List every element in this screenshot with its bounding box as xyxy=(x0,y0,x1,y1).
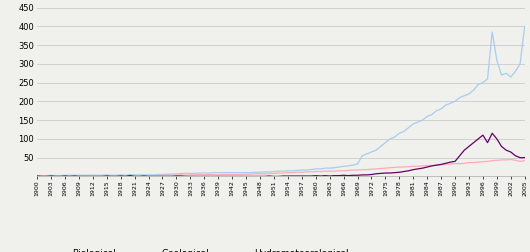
Geological xyxy=(350,169,356,172)
Legend: Biological, Geological, Hydrometeorological: Biological, Geological, Hydrometeorologi… xyxy=(42,245,352,252)
Line: Hydrometeorological: Hydrometeorological xyxy=(37,26,525,176)
Hydrometeorological xyxy=(34,174,40,177)
Hydrometeorological xyxy=(317,167,323,170)
Geological xyxy=(522,159,528,162)
Hydrometeorological xyxy=(456,96,463,99)
Line: Biological: Biological xyxy=(37,133,525,176)
Geological xyxy=(317,170,323,173)
Biological xyxy=(326,175,333,178)
Geological xyxy=(322,170,328,173)
Biological xyxy=(52,175,59,178)
Hydrometeorological xyxy=(522,25,528,28)
Geological xyxy=(508,158,514,161)
Biological xyxy=(355,174,361,177)
Geological xyxy=(368,168,375,171)
Biological xyxy=(373,172,379,175)
Biological xyxy=(322,174,328,177)
Geological xyxy=(48,174,54,177)
Hydrometeorological xyxy=(48,174,54,177)
Hydrometeorological xyxy=(350,164,356,167)
Hydrometeorological xyxy=(368,150,375,153)
Line: Geological: Geological xyxy=(37,160,525,176)
Biological xyxy=(39,175,45,178)
Geological xyxy=(456,162,463,165)
Biological xyxy=(461,149,467,152)
Geological xyxy=(34,175,40,178)
Biological xyxy=(522,156,528,159)
Hydrometeorological xyxy=(322,167,328,170)
Biological xyxy=(34,175,40,178)
Biological xyxy=(489,132,496,135)
